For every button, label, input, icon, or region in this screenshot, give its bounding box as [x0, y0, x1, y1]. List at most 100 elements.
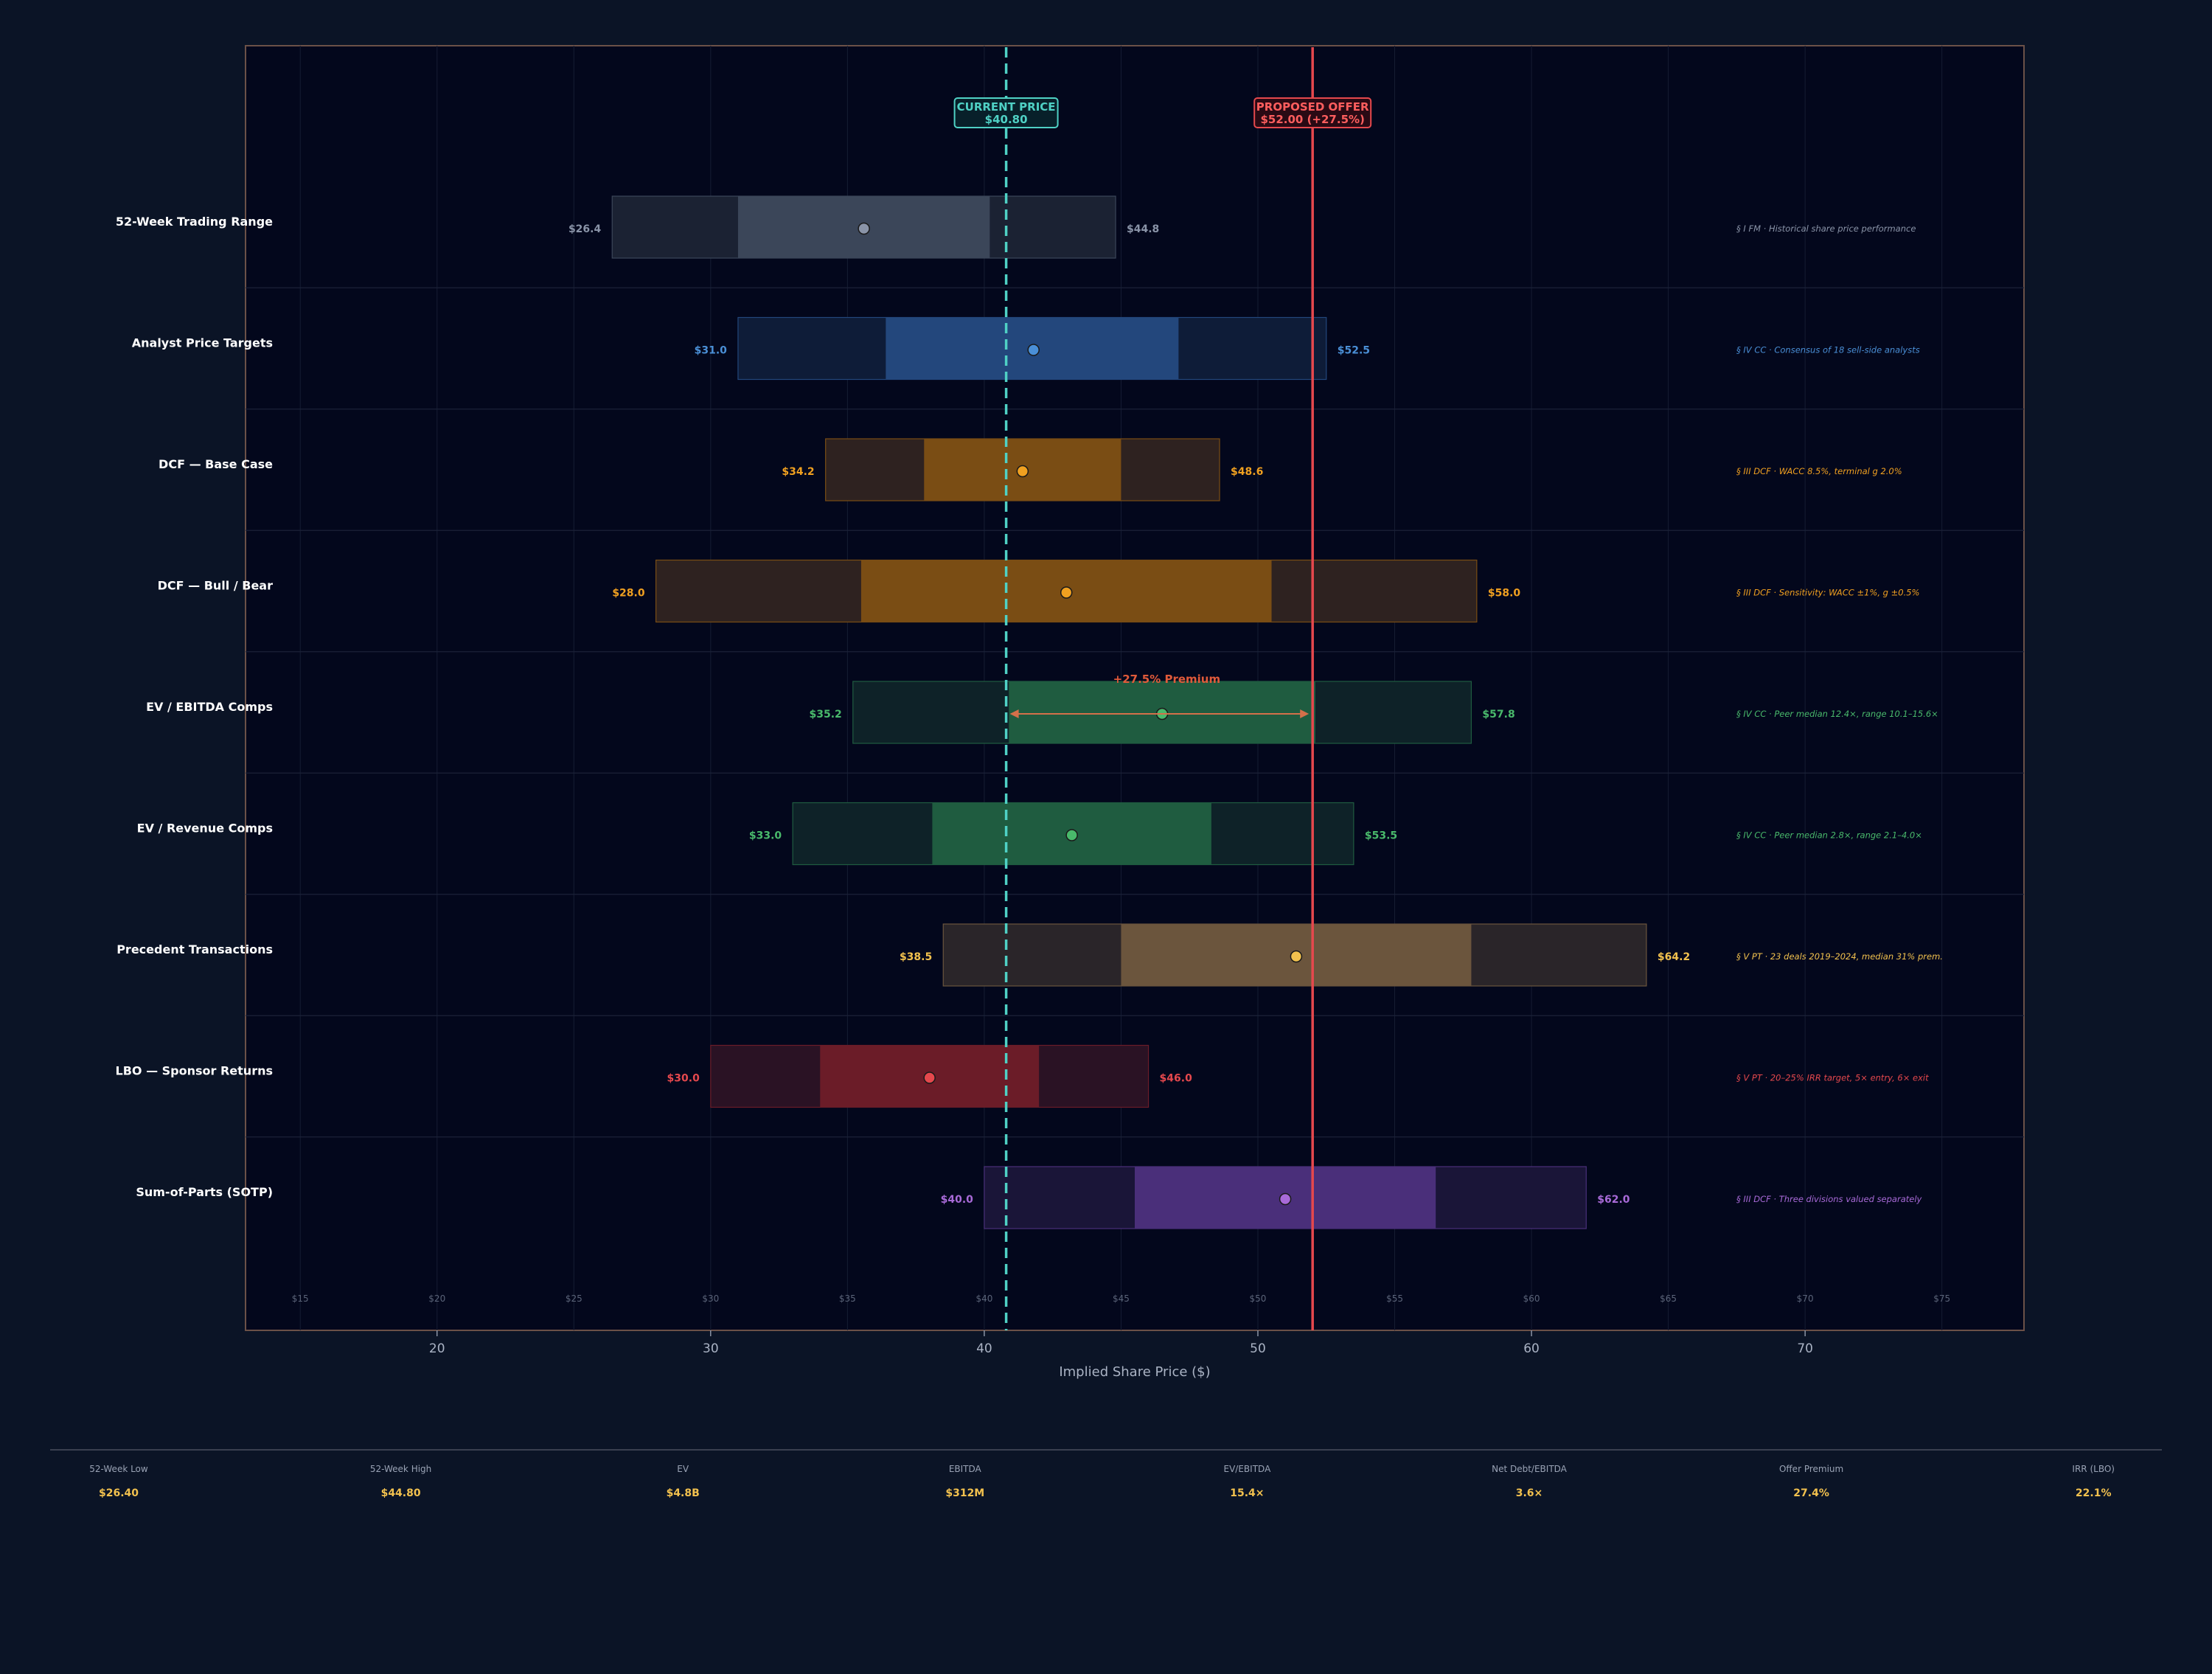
- midpoint-marker: [1279, 1192, 1292, 1206]
- stat-label: Net Debt/EBITDA: [1492, 1464, 1568, 1474]
- x-tick-label: 60: [1523, 1341, 1540, 1356]
- x-tick-label: 20: [429, 1341, 445, 1356]
- high-value-label: $48.6: [1231, 466, 1263, 478]
- low-value-label: $30.0: [667, 1073, 700, 1085]
- valuation-row: LBO — Sponsor Returns $30.0 $46.0 § V PT · …: [116, 1044, 1929, 1108]
- x-tick-label: 40: [976, 1341, 992, 1356]
- method-note: § IV CC · Peer median 2.8×, range 2.1–4.…: [1736, 830, 1922, 841]
- midpoint-marker: [923, 1072, 936, 1084]
- x-tick-label: 30: [703, 1341, 719, 1356]
- stat-value: $44.80: [381, 1487, 421, 1499]
- valuation-row: EV / EBITDA Comps $35.2 $57.8 § IV CC · Pee…: [146, 681, 1938, 744]
- stat-item: EV/EBITDA 15.4×: [1224, 1464, 1272, 1499]
- inner-tick-label: $35: [839, 1293, 856, 1304]
- stat-item: EBITDA $312M: [945, 1464, 984, 1499]
- stat-label: Offer Premium: [1779, 1464, 1843, 1474]
- inner-tick-label: $65: [1660, 1293, 1677, 1304]
- stat-label: 52-Week High: [370, 1464, 431, 1474]
- method-note: § IV CC · Consensus of 18 sell-side anal…: [1736, 345, 1920, 355]
- stat-item: 52-Week High $44.80: [370, 1464, 431, 1499]
- midpoint-marker: [1060, 586, 1073, 599]
- x-tick-label: 70: [1797, 1341, 1813, 1356]
- stat-label: 52-Week Low: [89, 1464, 148, 1474]
- high-value-label: $46.0: [1160, 1073, 1193, 1085]
- high-value-label: $64.2: [1658, 951, 1690, 963]
- method-note: § V PT · 20–25% IRR target, 5× entry, 6×…: [1736, 1073, 1929, 1083]
- stat-item: 52-Week Low $26.40: [89, 1464, 148, 1499]
- current-price-title: CURRENT PRICE: [957, 100, 1056, 114]
- row-label: 52-Week Trading Range: [116, 215, 273, 229]
- midpoint-marker: [1290, 950, 1303, 963]
- inner-tick-label: $20: [428, 1293, 445, 1304]
- row-label: EV / EBITDA Comps: [146, 700, 273, 714]
- valuation-row: EV / Revenue Comps $33.0 $53.5 § IV CC · Pe…: [137, 802, 1922, 866]
- stat-value: 15.4×: [1230, 1487, 1264, 1499]
- grid-lines: [246, 46, 2024, 1330]
- stat-label: EV/EBITDA: [1224, 1464, 1272, 1474]
- stat-item: Offer Premium 27.4%: [1779, 1464, 1843, 1499]
- high-value-label: $44.8: [1127, 223, 1159, 235]
- premium-label: +27.5% Premium: [1113, 673, 1220, 686]
- stat-label: EBITDA: [949, 1464, 982, 1474]
- inner-tick-label: $40: [975, 1293, 992, 1304]
- stat-item: EV $4.8B: [667, 1464, 700, 1499]
- stat-value: 27.4%: [1793, 1487, 1829, 1499]
- x-axis-label: Implied Share Price ($): [1059, 1364, 1210, 1380]
- inner-tick-label: $15: [292, 1293, 309, 1304]
- inner-tick-label: $25: [566, 1293, 582, 1304]
- valuation-rows: 52-Week Trading Range $26.4 $44.8 § I FM · …: [116, 195, 1943, 1229]
- high-value-label: $58.0: [1488, 588, 1521, 600]
- low-value-label: $35.2: [809, 709, 841, 720]
- low-value-label: $38.5: [900, 951, 932, 963]
- valuation-row: 52-Week Trading Range $26.4 $44.8 § I FM · …: [116, 195, 1916, 259]
- row-label: DCF — Bull / Bear: [158, 579, 273, 593]
- premium-arrowhead-left: [1009, 709, 1019, 718]
- valuation-row: DCF — Base Case $34.2 $48.6 § III DCF · WAC…: [159, 438, 1902, 501]
- offer-price-box: [1253, 97, 1372, 128]
- high-value-label: $52.5: [1338, 345, 1370, 357]
- stat-value: $4.8B: [667, 1487, 700, 1499]
- premium-arrowhead-right: [1300, 709, 1310, 718]
- stat-value: $312M: [945, 1487, 984, 1499]
- stat-item: IRR (LBO) 22.1%: [2072, 1464, 2115, 1499]
- stat-label: IRR (LBO): [2072, 1464, 2115, 1474]
- high-value-label: $53.5: [1365, 830, 1397, 842]
- inner-tick-label: $45: [1113, 1293, 1130, 1304]
- inner-tick-label: $50: [1250, 1293, 1267, 1304]
- inner-tick-label: $70: [1797, 1293, 1814, 1304]
- valuation-row: Analyst Price Targets $31.0 $52.5 § IV CC ·…: [132, 316, 1920, 381]
- stat-value: 22.1%: [2076, 1487, 2112, 1499]
- row-label: Analyst Price Targets: [132, 336, 273, 350]
- inner-tick-label: $75: [1933, 1293, 1950, 1304]
- low-value-label: $31.0: [695, 345, 728, 357]
- method-note: § IV CC · Peer median 12.4×, range 10.1–…: [1736, 709, 1938, 719]
- midpoint-marker: [858, 222, 870, 235]
- high-value-label: $57.8: [1482, 709, 1514, 720]
- midpoint-marker: [1065, 829, 1078, 841]
- row-label: DCF — Base Case: [159, 457, 273, 471]
- offer-price-value: $52.00 (+27.5%): [1260, 113, 1364, 126]
- low-value-label: $34.2: [782, 466, 814, 478]
- valuation-row: Sum-of-Parts (SOTP) $40.0 $62.0 § III DCF ·…: [136, 1166, 1922, 1229]
- method-note: § V PT · 23 deals 2019–2024, median 31% …: [1736, 951, 1943, 962]
- inner-tick-label: $55: [1386, 1293, 1403, 1304]
- valuation-row: Precedent Transactions $38.5 $64.2 § V PT ·…: [116, 923, 1943, 987]
- offer-price-title: PROPOSED OFFER: [1256, 100, 1369, 114]
- low-value-label: $26.4: [568, 223, 602, 235]
- low-value-label: $40.0: [941, 1194, 974, 1206]
- inner-tick-label: $60: [1523, 1293, 1540, 1304]
- x-axis: $15 $20 $25 $30 $35 $40 $45 $50 $55 $60 $65 $70 $75 2…: [292, 1293, 1950, 1356]
- valuation-row: DCF — Bull / Bear $28.0 $58.0 § III DCF · S…: [158, 559, 1919, 623]
- row-label: Precedent Transactions: [116, 942, 273, 956]
- stat-label: EV: [677, 1464, 689, 1474]
- method-note: § III DCF · WACC 8.5%, terminal g 2.0%: [1736, 466, 1902, 476]
- inner-tick-label: $30: [702, 1293, 719, 1304]
- midpoint-marker: [1027, 344, 1040, 356]
- row-label: EV / Revenue Comps: [137, 822, 273, 836]
- current-price-box: [953, 97, 1059, 128]
- x-tick-label: 50: [1250, 1341, 1266, 1356]
- stat-value: $26.40: [99, 1487, 139, 1499]
- row-label: Sum-of-Parts (SOTP): [136, 1185, 273, 1199]
- stats-bar: 52-Week Low $26.40 52-Week High $44.80 EV $4.…: [89, 1464, 2115, 1499]
